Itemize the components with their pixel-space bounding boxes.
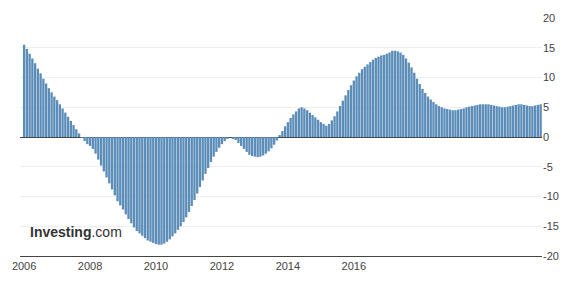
svg-text:-5: -5 (543, 161, 553, 173)
svg-text:2014: 2014 (276, 260, 300, 272)
svg-text:2008: 2008 (78, 260, 102, 272)
svg-text:10: 10 (543, 71, 555, 83)
svg-text:2012: 2012 (210, 260, 234, 272)
svg-text:20: 20 (543, 12, 555, 24)
svg-text:15: 15 (543, 42, 555, 54)
svg-text:Investing.com: Investing.com (30, 224, 122, 240)
svg-text:-10: -10 (543, 190, 559, 202)
svg-text:2006: 2006 (12, 260, 36, 272)
svg-text:2016: 2016 (342, 260, 366, 272)
svg-text:0: 0 (543, 131, 549, 143)
svg-text:-20: -20 (543, 250, 559, 262)
svg-text:5: 5 (543, 101, 549, 113)
svg-text:2010: 2010 (144, 260, 168, 272)
svg-text:-15: -15 (543, 220, 559, 232)
